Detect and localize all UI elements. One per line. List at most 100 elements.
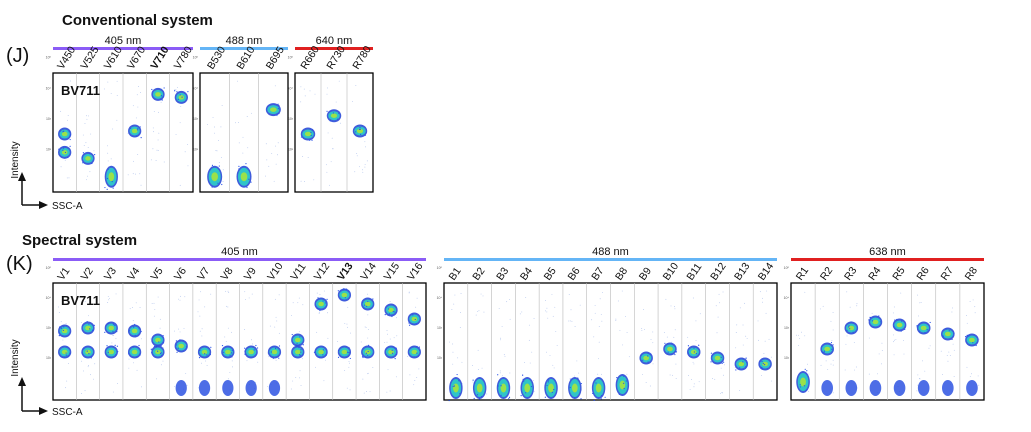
population-peak <box>201 349 208 355</box>
population-dot <box>362 302 364 304</box>
channel-label: V8 <box>218 265 235 283</box>
scatter-dot <box>62 339 64 341</box>
population-dot <box>245 163 247 165</box>
scatter-dot <box>366 160 368 162</box>
scatter-dot <box>528 324 530 326</box>
scatter-dot <box>387 333 389 335</box>
population-dot <box>223 351 225 354</box>
population-dot <box>277 103 279 105</box>
scatter-dot <box>571 320 573 322</box>
scatter-dot <box>268 165 270 167</box>
population-dot <box>94 154 96 156</box>
scatter-dot <box>894 339 895 341</box>
scatter-dot <box>649 385 651 387</box>
channel-label: R1 <box>794 265 812 283</box>
population-peak <box>61 349 68 355</box>
population-dot <box>248 178 250 180</box>
scatter-dot <box>356 153 358 155</box>
population-dot <box>642 359 644 361</box>
scatter-dot <box>298 331 300 333</box>
scatter-dot <box>107 145 109 147</box>
population-dot <box>278 345 281 347</box>
scatter-dot <box>150 338 152 340</box>
scatter-dot <box>900 292 902 294</box>
scatter-dot <box>578 372 580 374</box>
population-dot <box>831 348 833 350</box>
scatter-dot <box>65 323 67 325</box>
population-peak <box>341 349 348 355</box>
scatter-dot <box>302 304 304 306</box>
scatter-dot <box>244 329 246 330</box>
scatter-dot <box>275 145 277 147</box>
population-dot <box>244 350 246 352</box>
population-dot <box>674 350 676 353</box>
population-dot <box>63 326 65 328</box>
population-dot <box>279 109 281 111</box>
scatter-dot <box>337 340 339 342</box>
population-dot <box>384 314 386 316</box>
scatter-dot <box>273 180 275 182</box>
channel-label: V11 <box>288 261 308 283</box>
scatter-dot <box>698 381 700 383</box>
scatter-dot <box>156 149 158 151</box>
population-dot <box>106 188 108 190</box>
scatter-dot <box>325 164 327 166</box>
population-dot <box>391 315 393 318</box>
scatter-dot <box>798 345 800 347</box>
population-dot <box>745 366 747 368</box>
population-dot <box>238 168 240 170</box>
population-dot <box>968 335 970 337</box>
conventional-title: Conventional system <box>62 12 213 29</box>
population-dot <box>332 112 334 114</box>
scatter-dot <box>969 376 971 377</box>
population-dot <box>363 304 366 306</box>
scatter-dot <box>593 336 595 338</box>
scatter-dot <box>103 88 105 90</box>
negative-population <box>198 380 211 396</box>
population-dot <box>359 126 361 129</box>
population-dot <box>211 164 214 166</box>
scatter-dot <box>274 298 276 300</box>
x-axis-label-j: SSC-A <box>52 201 83 212</box>
scatter-dot <box>57 306 59 308</box>
tick-label: 10⁵ <box>437 266 443 270</box>
scatter-dot <box>615 320 617 321</box>
channel-label: R2 <box>818 265 836 283</box>
scatter-dot <box>801 331 802 333</box>
scatter-dot <box>271 153 273 154</box>
population-dot <box>473 397 475 400</box>
tick-label: 10⁵ <box>784 266 790 270</box>
scatter-dot <box>674 306 675 308</box>
tick-label: 10² <box>46 147 52 151</box>
population-dot <box>69 352 71 354</box>
scatter-dot <box>344 370 346 372</box>
population-peak <box>61 328 68 334</box>
population-dot <box>88 323 90 325</box>
scatter-dot <box>231 331 233 333</box>
scatter-dot <box>300 385 302 386</box>
population-peak <box>667 346 673 352</box>
scatter-dot <box>153 315 155 317</box>
negative-population <box>821 380 833 396</box>
scatter-dot <box>127 174 129 176</box>
population-dot <box>416 352 418 354</box>
population-peak <box>388 307 394 313</box>
channel-label: B14 <box>756 260 777 282</box>
scatter-dot <box>274 326 276 328</box>
scatter-dot <box>255 381 257 383</box>
scatter-dot <box>266 159 268 161</box>
scatter-dot <box>65 387 67 389</box>
scatter-dot <box>720 393 722 394</box>
scatter-dot <box>116 80 118 82</box>
scatter-dot <box>389 390 391 392</box>
population-dot <box>693 351 695 353</box>
scatter-dot <box>594 312 596 314</box>
population-dot <box>850 321 852 323</box>
scatter-dot <box>946 355 948 356</box>
scatter-dot <box>183 327 185 329</box>
population-dot <box>244 353 246 355</box>
laser-label: 405 nm <box>105 35 142 47</box>
scatter-dot <box>645 382 647 384</box>
population-dot <box>129 330 131 332</box>
population-dot <box>942 336 944 338</box>
